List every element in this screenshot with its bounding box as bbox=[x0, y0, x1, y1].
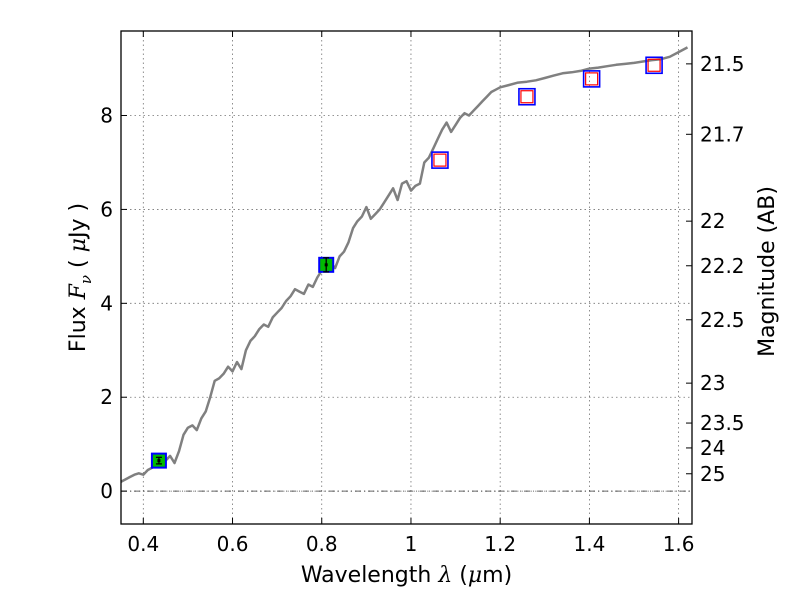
plot-frame bbox=[120, 30, 693, 525]
grid-layer bbox=[121, 31, 692, 524]
spectrum-line bbox=[120, 46, 689, 483]
upper-limit-box bbox=[585, 72, 599, 86]
x-tick-label: 0.8 bbox=[306, 532, 338, 556]
y-tick-label: 0 bbox=[100, 479, 113, 503]
x-axis-label: Wavelength λ (μm) bbox=[301, 563, 512, 588]
magnitude-tick-label: 22.2 bbox=[700, 254, 745, 278]
observed-point-center bbox=[157, 459, 161, 463]
y-axis-label: Flux Fν ( μJy ) bbox=[66, 203, 95, 352]
magnitude-tick-label: 22.5 bbox=[700, 308, 745, 332]
y-tick-label: 2 bbox=[100, 385, 113, 409]
x-tick-label: 1.4 bbox=[573, 532, 605, 556]
y-tick-label: 4 bbox=[100, 291, 113, 315]
upper-limit-box bbox=[520, 90, 534, 104]
model-photometry-box bbox=[582, 70, 601, 88]
magnitude-tick-label: 24 bbox=[700, 436, 725, 460]
plot-area bbox=[120, 46, 689, 483]
y-tick-label: 6 bbox=[100, 197, 113, 221]
magnitude-tick-label: 21.5 bbox=[700, 52, 745, 76]
magnitude-tick-label: 21.7 bbox=[700, 122, 745, 146]
upper-limit-box bbox=[647, 58, 661, 72]
x-tick-label: 0.4 bbox=[127, 532, 159, 556]
magnitude-tick-label: 25 bbox=[700, 462, 725, 486]
magnitude-tick-label: 22 bbox=[700, 209, 725, 233]
marker-layer bbox=[150, 56, 663, 469]
x-tick-label: 1.2 bbox=[484, 532, 516, 556]
model-photometry-box bbox=[431, 151, 449, 169]
tick-layer: 0.4 0.6 0.8 1 1.2 1.4 1.60246821.521.72222.222… bbox=[100, 31, 745, 556]
magnitude-tick-label: 23.5 bbox=[700, 411, 745, 435]
x-tick-label: 0.6 bbox=[217, 532, 249, 556]
x-tick-label: 1.6 bbox=[663, 532, 695, 556]
observed-point-center bbox=[324, 263, 328, 267]
model-photometry-box bbox=[645, 56, 663, 75]
y-tick-label: 8 bbox=[100, 104, 113, 128]
upper-limit-box bbox=[433, 153, 447, 167]
secondary-y-axis-label: Magnitude (AB) bbox=[755, 186, 780, 357]
x-tick-label: 1 bbox=[405, 532, 418, 556]
model-photometry-box bbox=[518, 87, 536, 106]
magnitude-tick-label: 23 bbox=[700, 371, 725, 395]
